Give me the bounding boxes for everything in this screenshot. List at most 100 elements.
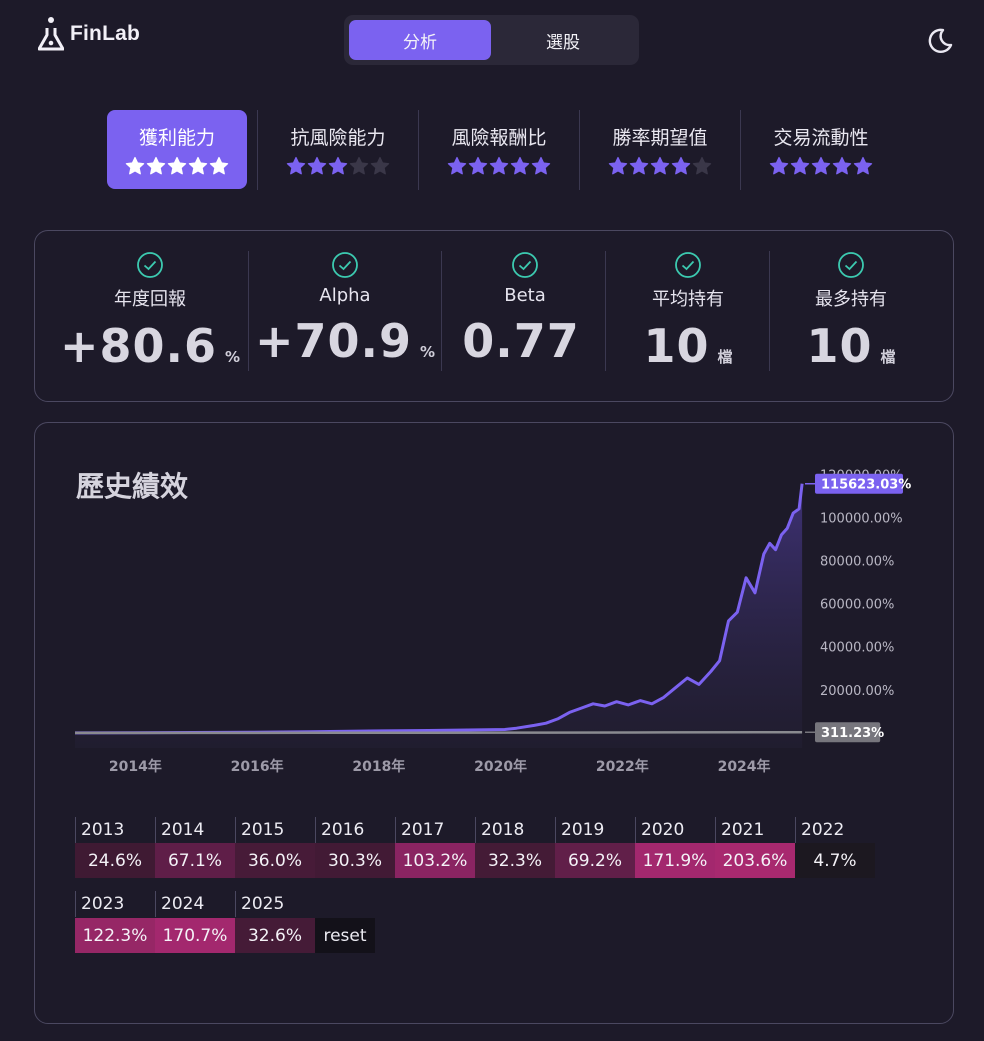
star-filled-icon <box>125 156 145 175</box>
year-return-cell[interactable]: 36.0% <box>235 843 315 878</box>
year-label: 2018 <box>475 817 555 843</box>
year-label: 2021 <box>715 817 795 843</box>
star-filled-icon <box>489 156 509 175</box>
star-filled-icon <box>167 156 187 175</box>
metric-value: +70.9 <box>254 314 413 368</box>
rating-label: 獲利能力 <box>138 127 215 149</box>
divider <box>579 110 580 190</box>
year-label: 2017 <box>395 817 475 843</box>
year-return-cell[interactable]: 171.9% <box>635 843 715 878</box>
star-filled-icon <box>286 156 306 175</box>
y-tick-label: 60000.00% <box>820 598 894 613</box>
benchmark-last-value-label: 311.23% <box>821 726 884 741</box>
y-tick-label: 80000.00% <box>820 555 894 570</box>
y-tick-label: 40000.00% <box>820 641 894 656</box>
year-return-cell[interactable]: 30.3% <box>315 843 395 878</box>
metric-value: 10 <box>806 319 873 373</box>
star-filled-icon <box>608 156 628 175</box>
star-empty-icon <box>692 156 712 175</box>
divider <box>257 110 258 190</box>
moon-icon[interactable] <box>924 26 954 56</box>
x-tick-label: 2018年 <box>352 758 405 775</box>
rating-tab-profitability[interactable]: 獲利能力 <box>107 110 247 189</box>
flask-icon <box>38 17 64 51</box>
star-filled-icon <box>447 156 467 175</box>
check-circle-icon <box>137 252 163 278</box>
strategy-line <box>74 483 804 735</box>
reset-button[interactable]: reset <box>315 918 375 953</box>
year-return-cell[interactable]: 32.6% <box>235 918 315 953</box>
check-circle-icon <box>512 252 538 278</box>
check-circle-icon <box>675 252 701 278</box>
benchmark-last-value-label-bg <box>815 722 881 743</box>
x-tick-label: 2020年 <box>474 758 527 775</box>
rating-stars <box>447 156 551 176</box>
divider <box>418 110 419 190</box>
metric-label: Beta <box>504 285 546 306</box>
year-label: 2016 <box>315 817 395 843</box>
divider <box>605 251 606 371</box>
year-return-cell[interactable]: 170.7% <box>155 918 235 953</box>
metric-label: 年度回報 <box>114 289 186 310</box>
year-label: 2022 <box>795 817 875 843</box>
check-circle-icon <box>332 252 358 278</box>
star-filled-icon <box>468 156 488 175</box>
year-return-cell[interactable]: 203.6% <box>715 843 795 878</box>
tab-stock-picking[interactable]: 選股 <box>492 20 634 60</box>
metric-value: 10 <box>643 319 710 373</box>
rating-label: 抗風險能力 <box>290 127 386 149</box>
year-label: 2023 <box>75 891 155 917</box>
metric-avg-holdings: 平均持有 10 檔 <box>618 251 758 381</box>
star-filled-icon <box>188 156 208 175</box>
logo-text: FinLab <box>70 22 141 45</box>
rating-tab-risk-resistance[interactable]: 抗風險能力 <box>268 110 408 189</box>
year-return-cell[interactable]: 103.2% <box>395 843 475 878</box>
metrics-card: 年度回報 +80.6% Alpha +70.9% Beta 0.77 平均持有 … <box>34 230 954 402</box>
rating-stars <box>286 156 390 176</box>
check-circle-icon <box>838 252 864 278</box>
divider <box>441 251 442 371</box>
year-label: 2020 <box>635 817 715 843</box>
year-return-cell[interactable]: 24.6% <box>75 843 155 878</box>
rating-tab-liquidity[interactable]: 交易流動性 <box>751 110 891 189</box>
year-label: 2025 <box>235 891 315 917</box>
year-return-cell[interactable]: 122.3% <box>75 918 155 953</box>
year-label: 2019 <box>555 817 635 843</box>
star-filled-icon <box>531 156 551 175</box>
metric-value: +80.6 <box>59 319 218 373</box>
metric-unit: % <box>420 343 436 361</box>
rating-stars <box>769 156 873 176</box>
x-tick-label: 2016年 <box>231 758 284 775</box>
metric-unit: 檔 <box>717 348 733 366</box>
rating-tab-win-rate[interactable]: 勝率期望值 <box>590 110 730 189</box>
star-filled-icon <box>307 156 327 175</box>
finlab-logo[interactable]: FinLab <box>38 16 140 52</box>
metric-max-holdings: 最多持有 10 檔 <box>781 251 921 381</box>
star-filled-icon <box>769 156 789 175</box>
tab-analysis[interactable]: 分析 <box>349 20 491 60</box>
year-return-cell[interactable]: 67.1% <box>155 843 235 878</box>
star-filled-icon <box>832 156 852 175</box>
year-return-cell[interactable]: 4.7% <box>795 843 875 878</box>
rating-tab-risk-reward[interactable]: 風險報酬比 <box>429 110 569 189</box>
metric-label: Alpha <box>319 285 371 306</box>
metric-annual-return: 年度回報 +80.6% <box>60 251 240 381</box>
divider <box>740 110 741 190</box>
rating-label: 勝率期望值 <box>612 127 708 149</box>
divider <box>769 251 770 371</box>
y-tick-label: 20000.00% <box>820 684 894 699</box>
year-return-cell[interactable]: 32.3% <box>475 843 555 878</box>
year-label: 2015 <box>235 817 315 843</box>
benchmark-line <box>75 730 803 735</box>
strategy-last-value-label-bg <box>815 473 903 494</box>
metric-label: 最多持有 <box>815 289 887 310</box>
metric-unit: % <box>225 348 241 366</box>
star-filled-icon <box>328 156 348 175</box>
year-label: 2024 <box>155 891 235 917</box>
view-switcher: 分析 選股 <box>344 15 639 65</box>
star-filled-icon <box>209 156 229 175</box>
metric-label: 平均持有 <box>652 289 724 310</box>
year-return-cell[interactable]: 69.2% <box>555 843 635 878</box>
rating-label: 風險報酬比 <box>451 127 547 149</box>
